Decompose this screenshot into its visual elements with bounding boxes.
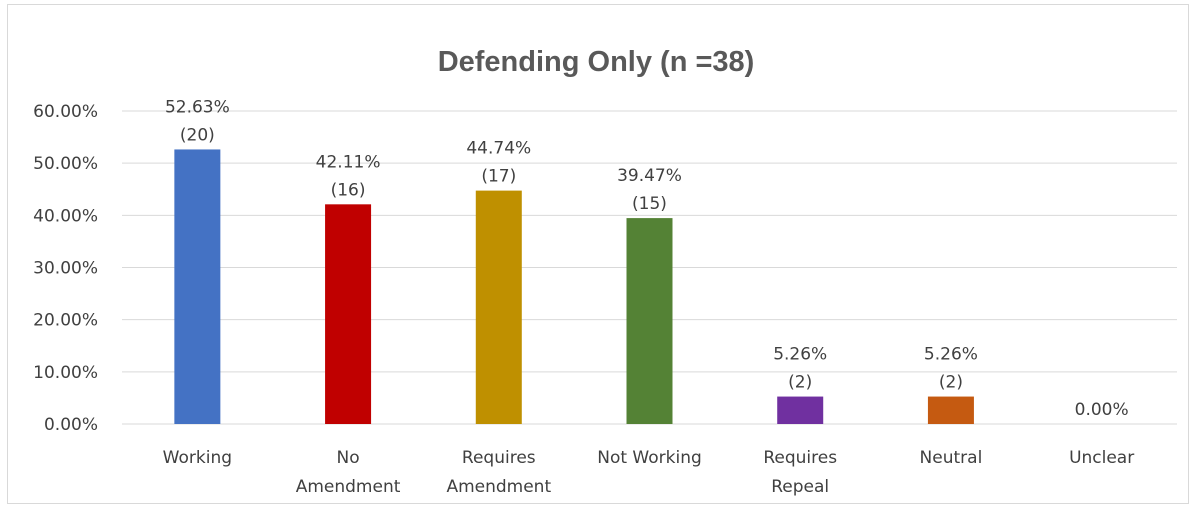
y-tick-label: 40.00% — [33, 206, 98, 226]
chart-title: Defending Only (n =38) — [438, 46, 755, 78]
data-label: (15) — [632, 194, 667, 214]
category-label: Amendment — [446, 477, 551, 497]
data-label: (20) — [180, 125, 215, 145]
data-labels: 52.63% (20) 42.11% (16) 44.74% (17) 39.47% (15)… — [165, 97, 1129, 420]
category-label: Requires — [462, 448, 536, 468]
data-label: 52.63% — [165, 97, 230, 117]
data-label: 39.47% — [617, 166, 682, 186]
bars — [174, 149, 974, 424]
category-label: Amendment — [296, 477, 401, 497]
y-tick-label: 60.00% — [33, 102, 98, 122]
category-label: Requires — [763, 448, 837, 468]
y-tick-label: 30.00% — [33, 259, 98, 279]
bar — [174, 149, 221, 424]
category-label: No — [337, 448, 360, 468]
y-axis-ticks: 0.00% 10.00% 20.00% 30.00% 40.00% 50.00% 60.00… — [33, 102, 98, 435]
bar — [777, 396, 824, 424]
y-tick-label: 50.00% — [33, 154, 98, 174]
gridlines — [122, 110, 1177, 425]
x-axis-categories: Working No Amendment Requires Amendment Not W… — [163, 448, 1135, 497]
bar — [626, 218, 673, 424]
data-label: 0.00% — [1075, 400, 1129, 420]
category-label: Not Working — [597, 448, 702, 468]
bar — [475, 190, 522, 424]
data-label: (2) — [939, 373, 963, 393]
data-label: 5.26% — [924, 345, 978, 365]
data-label: (16) — [331, 180, 366, 200]
bar — [325, 204, 372, 424]
category-label: Unclear — [1069, 448, 1134, 468]
data-label: (17) — [481, 167, 516, 187]
y-tick-label: 10.00% — [33, 363, 98, 383]
data-label: 42.11% — [316, 152, 381, 172]
category-label: Repeal — [771, 477, 829, 497]
data-label: (2) — [788, 373, 812, 393]
category-label: Working — [163, 448, 232, 468]
data-label: 5.26% — [773, 345, 827, 365]
bar — [927, 396, 974, 424]
y-tick-label: 0.00% — [44, 415, 98, 435]
data-label: 44.74% — [466, 139, 531, 159]
category-label: Neutral — [920, 448, 983, 468]
y-tick-label: 20.00% — [33, 311, 98, 331]
